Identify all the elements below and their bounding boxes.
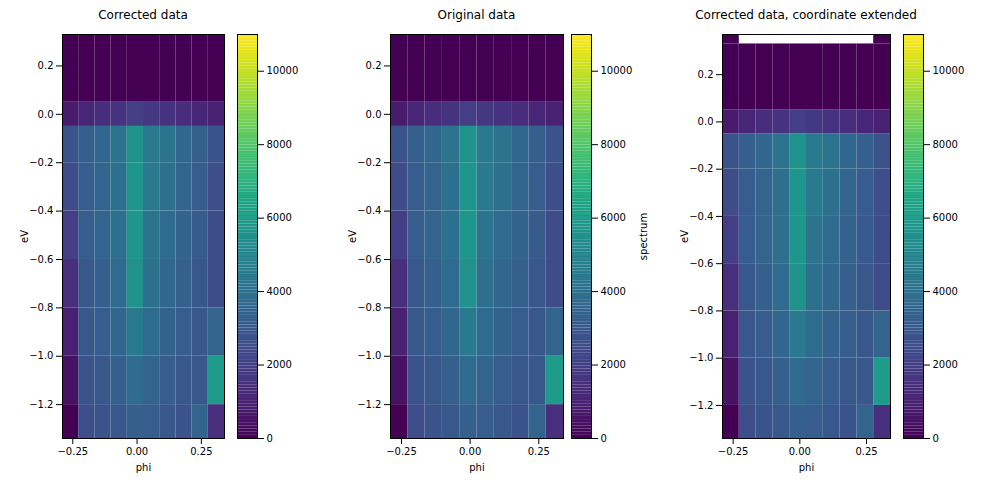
svg-text:0.2: 0.2: [38, 60, 54, 71]
svg-text:−1.2: −1.2: [689, 400, 713, 411]
svg-text:0: 0: [933, 433, 939, 444]
svg-text:6000: 6000: [601, 212, 626, 223]
svg-text:10000: 10000: [267, 65, 299, 76]
html-text:Corrected data: Corrected data: [98, 8, 188, 22]
svg-text:eV: eV: [347, 230, 358, 243]
svg-text:−1.0: −1.0: [689, 352, 713, 363]
svg-text:−0.6: −0.6: [29, 254, 53, 265]
svg-text:−0.2: −0.2: [357, 157, 381, 168]
svg-text:−0.8: −0.8: [29, 302, 53, 313]
svg-text:4000: 4000: [601, 286, 626, 297]
svg-text:phi: phi: [799, 462, 814, 473]
svg-text:−0.4: −0.4: [689, 211, 713, 222]
svg-text:10000: 10000: [601, 65, 633, 76]
svg-text:2000: 2000: [933, 359, 958, 370]
svg-text:−0.6: −0.6: [357, 254, 381, 265]
svg-text:−1.2: −1.2: [357, 399, 381, 410]
svg-text:8000: 8000: [933, 139, 958, 150]
svg-text:phi: phi: [136, 462, 151, 473]
svg-text:0: 0: [267, 433, 273, 444]
svg-text:−0.4: −0.4: [29, 205, 53, 216]
svg-text:2000: 2000: [601, 359, 626, 370]
svg-text:eV: eV: [19, 230, 30, 243]
svg-text:0.00: 0.00: [789, 446, 811, 457]
svg-text:4000: 4000: [933, 286, 958, 297]
svg-text:6000: 6000: [933, 212, 958, 223]
svg-text:−0.8: −0.8: [689, 305, 713, 316]
svg-text:−0.25: −0.25: [386, 446, 417, 457]
svg-text:8000: 8000: [267, 139, 292, 150]
svg-text:−1.0: −1.0: [357, 350, 381, 361]
svg-text:−0.8: −0.8: [357, 302, 381, 313]
svg-text:0.0: 0.0: [698, 116, 714, 127]
svg-text:−1.0: −1.0: [29, 350, 53, 361]
svg-text:−0.4: −0.4: [357, 205, 381, 216]
svg-text:eV: eV: [679, 230, 690, 243]
svg-text:2000: 2000: [267, 359, 292, 370]
svg-text:−0.6: −0.6: [689, 258, 713, 269]
svg-text:10000: 10000: [933, 65, 965, 76]
svg-text:0.00: 0.00: [126, 446, 148, 457]
svg-text:−1.2: −1.2: [29, 399, 53, 410]
svg-text:8000: 8000: [601, 139, 626, 150]
svg-text:0.2: 0.2: [366, 60, 382, 71]
svg-text:−0.25: −0.25: [718, 446, 749, 457]
svg-text:0.25: 0.25: [528, 446, 550, 457]
html-text:Corrected data, coordinate ext: Corrected data, coordinate extended: [695, 8, 917, 22]
svg-text:0.00: 0.00: [459, 446, 481, 457]
svg-text:0.2: 0.2: [698, 69, 714, 80]
svg-text:6000: 6000: [267, 212, 292, 223]
svg-text:4000: 4000: [267, 286, 292, 297]
svg-text:0.25: 0.25: [855, 446, 877, 457]
svg-text:−0.25: −0.25: [57, 446, 88, 457]
svg-text:0.25: 0.25: [190, 446, 212, 457]
svg-text:0: 0: [601, 433, 607, 444]
html-text:Original data: Original data: [437, 8, 516, 22]
svg-text:0.0: 0.0: [366, 109, 382, 120]
svg-text:−0.2: −0.2: [29, 157, 53, 168]
svg-text:−0.2: −0.2: [689, 163, 713, 174]
svg-text:spectrum: spectrum: [638, 213, 649, 260]
svg-text:phi: phi: [469, 462, 484, 473]
svg-text:0.0: 0.0: [38, 109, 54, 120]
